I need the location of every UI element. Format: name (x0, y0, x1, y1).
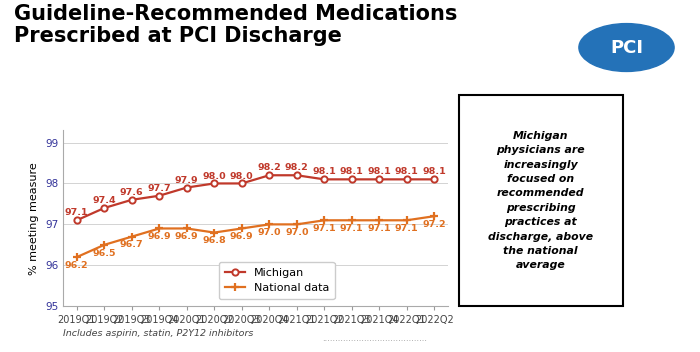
National data (210, 231, 218, 235)
Text: 96.9: 96.9 (175, 232, 199, 241)
FancyBboxPatch shape (458, 95, 623, 306)
Michigan (293, 173, 301, 177)
Text: 98.0: 98.0 (230, 171, 253, 181)
Text: 98.1: 98.1 (340, 168, 363, 176)
Michigan (183, 186, 191, 190)
Text: 97.4: 97.4 (92, 196, 116, 205)
Text: 96.5: 96.5 (92, 249, 116, 258)
Michigan (402, 177, 411, 182)
Text: ........................................: ........................................ (322, 334, 427, 343)
Text: 96.9: 96.9 (230, 232, 253, 241)
National data (320, 218, 328, 222)
Text: 97.1: 97.1 (65, 208, 89, 218)
Text: 97.1: 97.1 (340, 224, 363, 233)
Text: 97.1: 97.1 (368, 224, 391, 233)
Text: 98.1: 98.1 (312, 168, 336, 176)
Text: 96.8: 96.8 (202, 236, 226, 245)
Text: 97.9: 97.9 (175, 176, 199, 185)
National data (155, 226, 164, 231)
Text: Michigan
physicians are
increasingly
focused on
recommended
prescribing
practice: Michigan physicians are increasingly foc… (488, 131, 594, 270)
National data (100, 243, 108, 247)
Michigan (265, 173, 274, 177)
Text: 97.1: 97.1 (312, 224, 336, 233)
Michigan (347, 177, 356, 182)
Text: 98.0: 98.0 (202, 171, 226, 181)
National data (402, 218, 411, 222)
Text: 97.6: 97.6 (120, 188, 144, 197)
Legend: Michigan, National data: Michigan, National data (219, 262, 335, 299)
Text: 98.2: 98.2 (285, 163, 309, 172)
Text: 97.2: 97.2 (422, 220, 446, 229)
Michigan (155, 194, 164, 198)
Michigan (73, 218, 81, 222)
National data (265, 222, 274, 226)
National data (183, 226, 191, 231)
National data (293, 222, 301, 226)
National data (375, 218, 384, 222)
Line: National data: National data (73, 212, 438, 261)
Michigan (375, 177, 384, 182)
National data (73, 255, 81, 259)
Text: 96.2: 96.2 (65, 261, 89, 270)
Text: Includes aspirin, statin, P2Y12 inhibitors: Includes aspirin, statin, P2Y12 inhibito… (63, 329, 253, 338)
Y-axis label: % meeting measure: % meeting measure (29, 162, 39, 275)
Michigan (100, 206, 108, 210)
National data (127, 234, 136, 239)
Text: 98.1: 98.1 (422, 168, 446, 176)
Michigan (127, 198, 136, 202)
National data (430, 214, 438, 218)
Michigan (430, 177, 438, 182)
Text: 98.1: 98.1 (368, 168, 391, 176)
Text: Guideline-Recommended Medications
Prescribed at PCI Discharge: Guideline-Recommended Medications Prescr… (14, 4, 457, 46)
Michigan (237, 181, 246, 186)
Text: PCI: PCI (610, 38, 643, 57)
Text: 97.1: 97.1 (395, 224, 419, 233)
Text: 98.2: 98.2 (258, 163, 281, 172)
Text: 97.7: 97.7 (148, 184, 171, 193)
Text: 96.7: 96.7 (120, 240, 144, 249)
National data (347, 218, 356, 222)
Line: Michigan: Michigan (74, 172, 438, 224)
Text: 97.0: 97.0 (285, 228, 309, 237)
Text: 98.1: 98.1 (395, 168, 419, 176)
Michigan (210, 181, 218, 186)
Text: 97.0: 97.0 (258, 228, 281, 237)
Michigan (320, 177, 328, 182)
Text: 96.9: 96.9 (148, 232, 171, 241)
National data (237, 226, 246, 231)
